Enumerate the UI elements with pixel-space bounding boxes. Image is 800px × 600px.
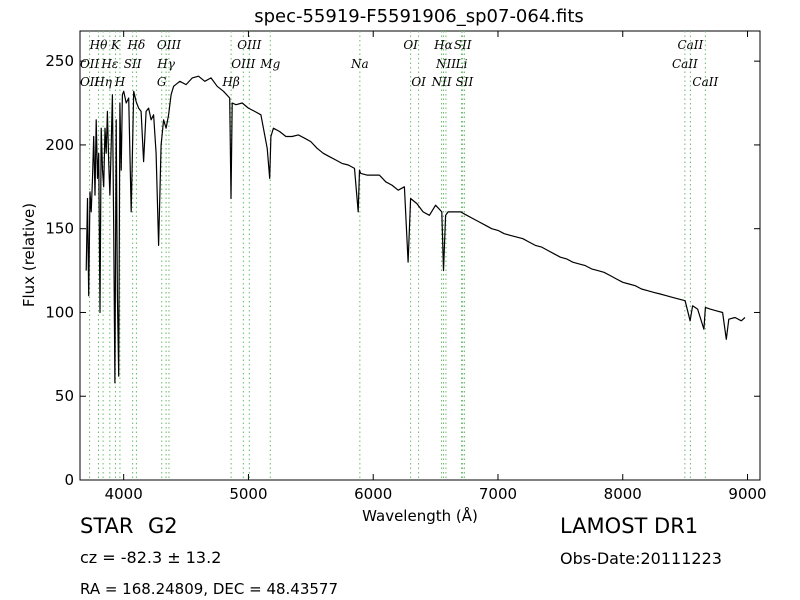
coordinates: RA = 168.24809, DEC = 48.43577 [80, 580, 339, 598]
observation-date: Obs-Date:20111223 [560, 549, 722, 568]
object-class: STAR [80, 514, 134, 538]
x-tick-label-1: 5000 [229, 485, 267, 503]
spectral-line-markers [89, 31, 706, 480]
x-tick-label-2: 6000 [354, 485, 392, 503]
x-tick-label-5: 9000 [728, 485, 766, 503]
x-axis-ticks: 4000 5000 6000 7000 8000 9000 [105, 31, 767, 503]
marker-label-lines_low-5: OI [411, 75, 426, 89]
y-tick-label-4: 200 [45, 136, 74, 154]
marker-label-lines_top-4: OIII [237, 38, 261, 52]
marker-label-lines_low-1: Hη [93, 75, 112, 89]
marker-label-lines_top-6: Hα [433, 38, 453, 52]
marker-label-lines_top-8: CaII [677, 38, 703, 52]
marker-label-lines_mid-4: OIII [231, 57, 255, 71]
y-axis-ticks: 0 50 100 150 200 250 [45, 52, 760, 489]
y-tick-label-3: 150 [45, 220, 74, 238]
marker-label-lines_low-7: SII [456, 75, 474, 89]
marker-label-lines_low-3: G [157, 75, 167, 89]
marker-label-lines_top-0: Hθ [89, 38, 108, 52]
marker-label-lines_top-3: OIII [157, 38, 181, 52]
y-axis-label: Flux (relative) [20, 203, 38, 307]
redshift-cz: cz = -82.3 ± 13.2 [80, 548, 222, 567]
plot-area [79, 30, 761, 481]
marker-label-lines_top-7: SII [454, 38, 472, 52]
marker-label-lines_mid-3: Hγ [156, 57, 175, 71]
marker-label-lines_mid-6: Na [350, 57, 369, 71]
marker-label-lines_mid-2: SII [124, 57, 142, 71]
marker-label-lines_mid-7: NII [435, 57, 456, 71]
marker-label-lines_low-6: NII [431, 75, 452, 89]
marker-label-lines_mid-9: CaII [672, 57, 698, 71]
marker-label-lines_low-0: OII [80, 75, 100, 89]
marker-label-lines_mid-0: OII [80, 57, 100, 71]
chart-title: spec-55919-F5591906_sp07-064.fits [254, 6, 584, 27]
marker-label-lines_top-1: K [110, 38, 121, 52]
x-tick-label-0: 4000 [105, 485, 143, 503]
object-subclass: G2 [148, 514, 178, 538]
marker-label-lines_top-5: OI [403, 38, 418, 52]
marker-label-lines_low-4: Hβ [221, 75, 239, 89]
y-tick-label-2: 100 [45, 303, 74, 321]
survey-name: LAMOST DR1 [560, 514, 699, 538]
marker-label-lines_mid-5: Mg [259, 57, 280, 71]
marker-label-lines_mid-8: Li [455, 57, 468, 71]
y-tick-label-0: 0 [64, 471, 74, 489]
marker-label-lines_low-8: CaII [692, 75, 718, 89]
marker-label-lines_mid-1: Hε [100, 57, 118, 71]
marker-label-lines_top-2: Hδ [127, 38, 146, 52]
marker-label-lines_low-2: H [114, 75, 126, 89]
x-tick-label-4: 8000 [604, 485, 642, 503]
x-tick-label-3: 7000 [479, 485, 517, 503]
y-tick-label-1: 50 [55, 387, 74, 405]
y-tick-label-5: 250 [45, 52, 74, 70]
spectrum-line [85, 75, 746, 384]
x-axis-label: Wavelength (Å) [362, 506, 478, 525]
